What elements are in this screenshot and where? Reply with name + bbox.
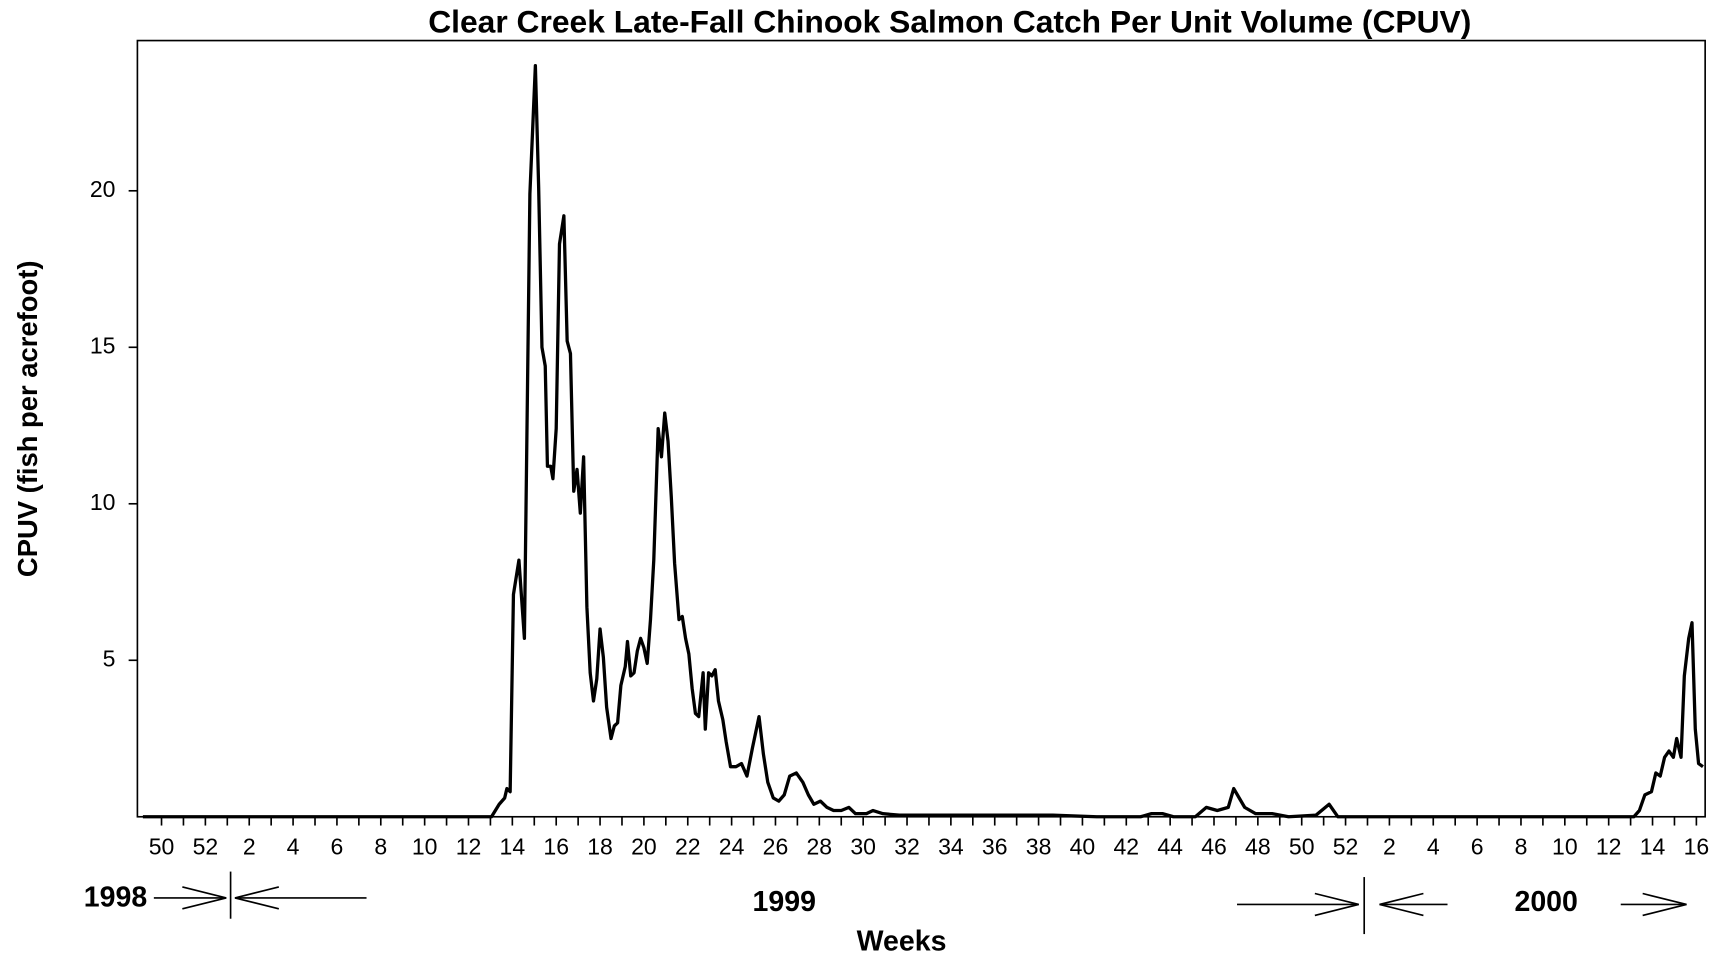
x-tick-label: 12 <box>1596 834 1622 860</box>
data-line <box>142 63 1704 819</box>
x-tick-label: 16 <box>543 834 569 860</box>
x-tick-label: 32 <box>894 834 920 860</box>
x-axis-label: Weeks <box>857 925 947 956</box>
x-tick-label: 52 <box>193 834 219 860</box>
x-tick-label: 28 <box>807 834 833 860</box>
x-tick-label: 10 <box>412 834 438 860</box>
x-tick-label: 42 <box>1113 834 1139 860</box>
x-tick-label: 38 <box>1026 834 1052 860</box>
x-tick-label: 4 <box>287 834 300 860</box>
x-tick-label: 20 <box>631 834 657 860</box>
x-tick-label: 24 <box>719 834 745 860</box>
chart-title: Clear Creek Late-Fall Chinook Salmon Cat… <box>428 4 1471 40</box>
y-axis-label: CPUV (fish per acrefoot) <box>12 261 43 578</box>
year-label: 2000 <box>1514 886 1577 918</box>
x-tick-label: 26 <box>763 834 789 860</box>
x-tick-label: 14 <box>500 834 526 860</box>
y-tick-label: 20 <box>90 176 116 202</box>
x-tick-label: 2 <box>243 834 256 860</box>
x-tick-label: 34 <box>938 834 964 860</box>
x-tick-label: 2 <box>1383 834 1396 860</box>
x-tick-label: 48 <box>1245 834 1271 860</box>
x-tick-label: 16 <box>1684 834 1710 860</box>
y-tick-label: 15 <box>90 332 116 358</box>
x-tick-label: 4 <box>1427 834 1440 860</box>
year-arrows <box>153 871 1687 935</box>
x-tick-label: 40 <box>1070 834 1096 860</box>
x-tick-label: 12 <box>456 834 482 860</box>
year-label: 1999 <box>753 886 816 918</box>
plot-frame <box>136 39 1706 818</box>
x-tick-label: 8 <box>1515 834 1528 860</box>
year-label: 1998 <box>84 882 147 914</box>
x-tick-label: 50 <box>149 834 175 860</box>
y-tick-label: 10 <box>90 489 116 515</box>
x-tick-label: 22 <box>675 834 701 860</box>
x-tick-label: 14 <box>1640 834 1666 860</box>
x-tick-label: 6 <box>331 834 344 860</box>
x-tick-label: 8 <box>374 834 387 860</box>
x-tick-label: 50 <box>1289 834 1315 860</box>
x-tick-label: 52 <box>1333 834 1359 860</box>
x-tick-label: 18 <box>587 834 613 860</box>
x-tick-label: 36 <box>982 834 1008 860</box>
x-tick-label: 10 <box>1552 834 1578 860</box>
y-tick-label: 5 <box>103 645 116 671</box>
x-tick-label: 6 <box>1471 834 1484 860</box>
x-tick-label: 30 <box>850 834 876 860</box>
x-tick-label: 46 <box>1201 834 1227 860</box>
x-tick-label: 44 <box>1157 834 1183 860</box>
